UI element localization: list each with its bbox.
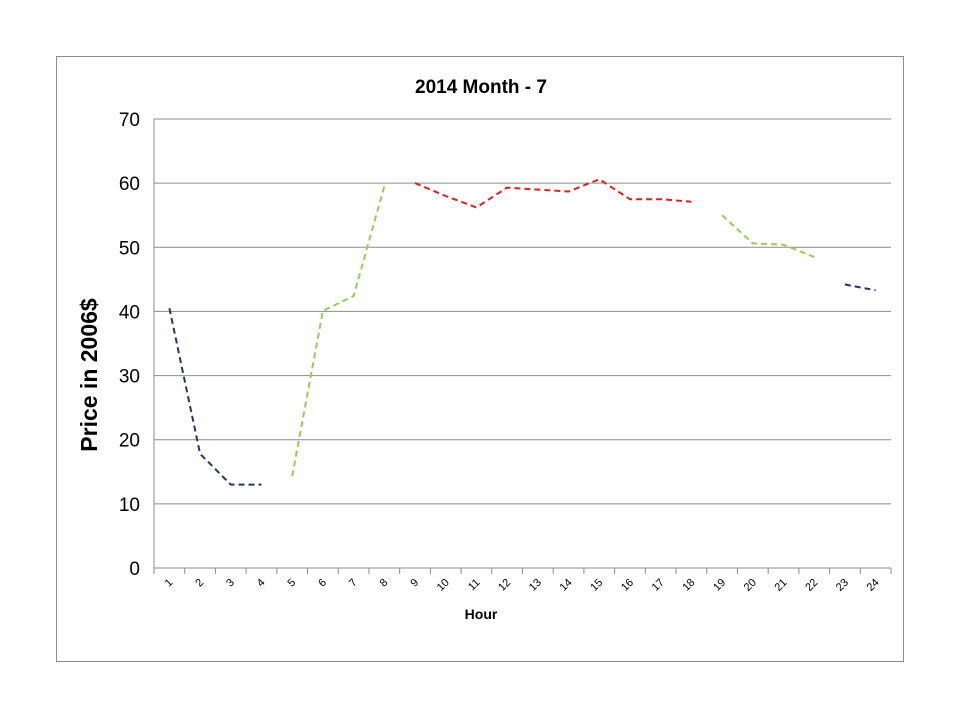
- x-tick-label: 19: [711, 577, 728, 594]
- y-tick-label: 20: [119, 431, 140, 452]
- x-tick-label: 9: [408, 577, 421, 590]
- series-lines: [168, 178, 876, 486]
- x-tick-label: 2: [193, 577, 206, 590]
- x-tick-label: 15: [588, 577, 605, 594]
- y-tick-label: 70: [119, 110, 140, 131]
- x-tick-label: 11: [466, 577, 483, 594]
- series-segment-2: [291, 186, 386, 477]
- y-tick-labels: 0 10 20 30 40 50 60 70: [119, 110, 140, 580]
- y-tick-label: 0: [129, 559, 140, 580]
- x-tick-label: 18: [680, 577, 697, 594]
- chart-title: 2014 Month - 7: [415, 77, 547, 98]
- y-axis-title: Price in 2006$: [76, 298, 102, 452]
- y-tick-label: 50: [119, 238, 140, 259]
- x-tick-label: 8: [378, 577, 391, 590]
- x-tick-label: 5: [285, 577, 298, 590]
- x-tick-label: 3: [224, 577, 237, 590]
- x-tick-label: 14: [558, 577, 575, 594]
- x-tick-label: 21: [772, 577, 789, 594]
- x-tick-label: 10: [435, 577, 452, 594]
- x-tick-label: 22: [803, 577, 820, 594]
- series-segment-1: [168, 307, 262, 486]
- y-tick-label: 30: [119, 367, 140, 388]
- x-tick-label: 7: [347, 577, 360, 590]
- axes: [153, 119, 892, 574]
- x-tick-label: 16: [619, 577, 636, 594]
- gridlines: [154, 118, 891, 505]
- series-segment-4: [721, 214, 815, 258]
- x-axis-title: Hour: [465, 606, 498, 622]
- x-tick-label: 4: [255, 577, 268, 590]
- x-tick-labels: 1 2 3 4 5 6 7 8 9 10 11 12 13 14 15 16 17 18 19 20 21 22 23 24: [163, 577, 882, 594]
- x-tick-label: 17: [650, 577, 667, 594]
- x-tick-label: 23: [834, 577, 851, 594]
- y-tick-label: 10: [119, 495, 140, 516]
- y-tick-label: 60: [119, 174, 140, 195]
- x-tick-label: 1: [163, 577, 176, 590]
- x-tick-label: 20: [742, 577, 759, 594]
- x-tick-label: 6: [316, 577, 329, 590]
- series-segment-5: [844, 283, 876, 292]
- x-tick-label: 13: [527, 577, 544, 594]
- x-tick-label: 12: [496, 577, 513, 594]
- y-tick-label: 40: [119, 302, 140, 323]
- x-tick-label: 24: [865, 577, 882, 594]
